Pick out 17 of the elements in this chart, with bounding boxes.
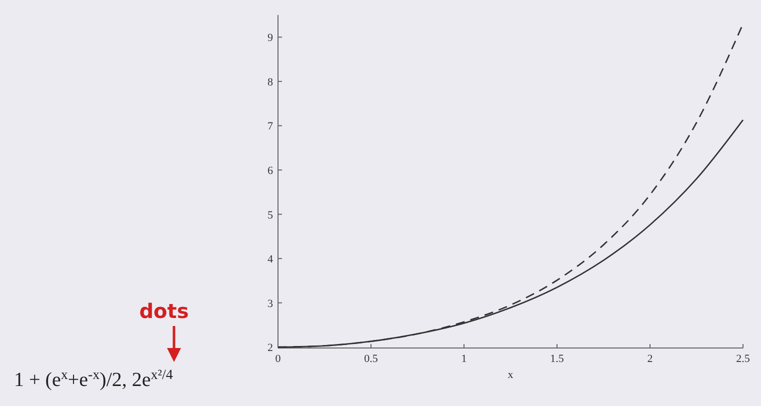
x-axis-title: x [508, 369, 514, 381]
y-tick-label: 7 [268, 120, 274, 133]
y-tick-label: 8 [268, 76, 274, 88]
x-tick-label: 0 [275, 353, 282, 365]
y-tick-label: 9 [268, 32, 274, 44]
x-tick-label: 2 [647, 353, 653, 365]
x-tick-label: 1.5 [550, 353, 564, 365]
y-tick-label: 5 [268, 209, 274, 222]
y-tick-label: 6 [268, 164, 274, 177]
x-tick-label: 2.5 [736, 353, 750, 365]
text: dots [139, 299, 189, 323]
text: 1 + (e$^{x}$+e$^{-x}$)/2, 2e$^{x²/4}$ [14, 368, 173, 391]
x-tick-label: 1 [461, 353, 467, 365]
y-tick-label: 4 [268, 254, 274, 266]
x-tick-label: 0.5 [364, 353, 378, 365]
y-tick-label: 2 [268, 342, 273, 354]
y-tick-label: 3 [268, 298, 274, 310]
